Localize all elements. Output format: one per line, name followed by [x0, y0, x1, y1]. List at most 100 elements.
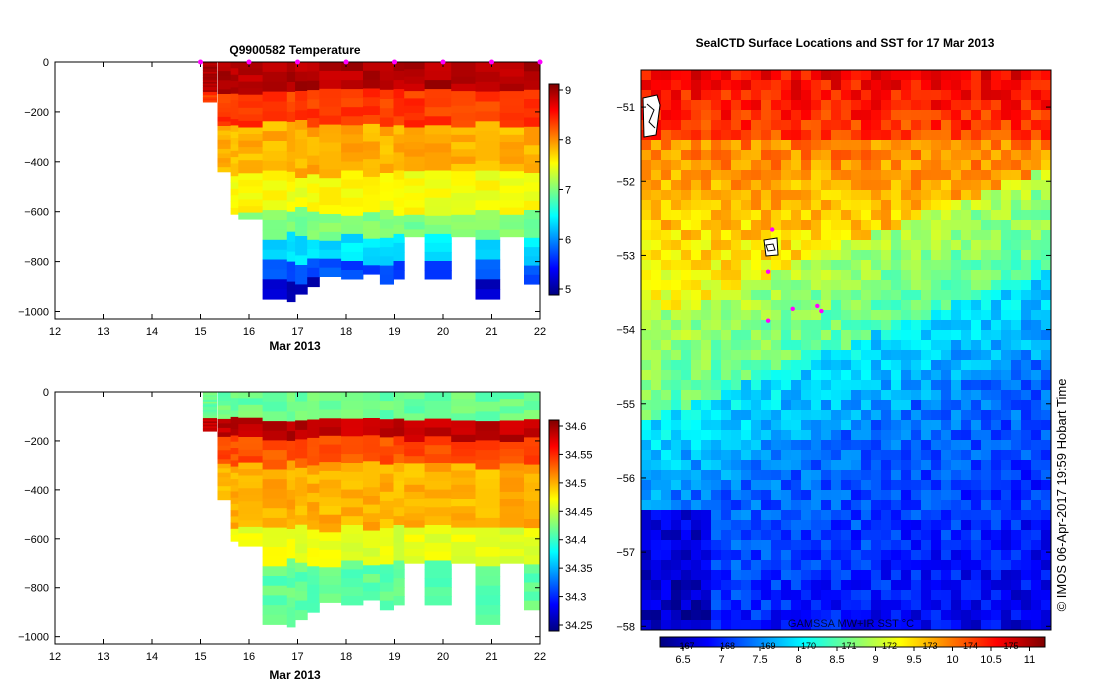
section-cell: [524, 182, 540, 193]
section-cell: [499, 556, 525, 564]
sst-cell: [981, 200, 992, 211]
sst-cell: [1041, 390, 1051, 401]
sst-cell: [841, 80, 852, 91]
sst-cell: [711, 570, 722, 581]
sst-cell: [841, 250, 852, 261]
sst-cell: [981, 290, 992, 301]
section-cell: [341, 242, 364, 253]
sst-cell: [841, 130, 852, 141]
section-cell: [475, 430, 501, 441]
sst-cell: [711, 370, 722, 381]
sst-cell: [841, 240, 852, 251]
section-cell: [319, 62, 342, 72]
sst-cell: [891, 210, 902, 221]
sst-cell: [991, 590, 1002, 601]
sst-cell: [891, 450, 902, 461]
sst-cell: [811, 410, 822, 421]
sst-cell: [751, 260, 762, 271]
section-cell: [393, 507, 405, 517]
sst-cell: [871, 500, 882, 511]
sst-cell: [731, 560, 742, 571]
sst-cell: [711, 520, 722, 531]
sst-cell: [971, 230, 982, 241]
sst-cell: [841, 370, 852, 381]
sst-cell: [971, 510, 982, 521]
section-cell: [217, 450, 232, 456]
sst-cell: [991, 120, 1002, 131]
sst-cell: [881, 310, 892, 321]
sst-cell: [1011, 250, 1022, 261]
sst-cell: [821, 260, 832, 271]
sst-cell: [931, 340, 942, 351]
section-cell: [393, 206, 405, 217]
sst-cell: [1011, 100, 1022, 111]
section-cell: [379, 573, 394, 584]
sst-cell: [661, 370, 672, 381]
sst-cell: [981, 620, 992, 630]
section-cell: [379, 117, 394, 128]
section-cell: [202, 83, 217, 86]
section-cell: [393, 533, 405, 544]
sst-cell: [731, 350, 742, 361]
sst-cell: [831, 570, 842, 581]
sst-cell: [871, 380, 882, 391]
sst-cell: [711, 470, 722, 481]
sst-cell: [841, 340, 852, 351]
sst-cell: [1021, 490, 1032, 501]
sst-cell: [771, 170, 782, 181]
sst-cell: [741, 420, 752, 431]
sst-cell: [641, 430, 652, 441]
salinity-panel: 0−200−400−600−800−1000 12 13 14 15 16 17 18 19 2…: [18, 387, 592, 682]
sst-cell: [801, 520, 812, 531]
sst-cell: [801, 600, 812, 611]
sst-cell: [971, 160, 982, 171]
section-cell: [363, 229, 381, 240]
sst-cell: [701, 560, 712, 571]
sst-cell: [781, 120, 792, 131]
section-cell: [379, 491, 394, 502]
sst-cell: [771, 570, 782, 581]
sst-cell: [1011, 600, 1022, 611]
sst-cell: [981, 300, 992, 311]
sst-cell: [971, 560, 982, 571]
sst-cell: [821, 190, 832, 201]
sst-cell: [981, 520, 992, 531]
sst-cell: [941, 260, 952, 271]
sst-cell: [891, 300, 902, 311]
sst-cell: [881, 450, 892, 461]
section-cell: [230, 510, 239, 517]
sst-cell: [1041, 570, 1051, 581]
sst-cell: [791, 300, 802, 311]
sst-cell: [731, 530, 742, 541]
section-cell: [307, 99, 320, 110]
section-cell: [307, 419, 320, 430]
sst-cell: [811, 90, 822, 101]
sst-cell: [961, 620, 972, 630]
sst-cell: [751, 510, 762, 521]
section-cell: [393, 242, 405, 253]
sst-cell: [811, 420, 822, 431]
section-cell: [238, 81, 264, 89]
sst-cell: [1041, 190, 1051, 201]
sst-colorbar-tick-label: 9.5: [906, 654, 921, 666]
sst-cell: [971, 420, 982, 431]
sst-cell: [961, 440, 972, 451]
sst-cell: [681, 590, 692, 601]
sst-cell: [911, 540, 922, 551]
sst-cell: [981, 250, 992, 261]
section-cell: [262, 131, 288, 142]
sst-cell: [871, 550, 882, 561]
sst-cell: [961, 190, 972, 201]
sst-cell: [691, 90, 702, 101]
sst-cell: [731, 330, 742, 341]
sst-cell: [971, 360, 982, 371]
sst-cell: [781, 80, 792, 91]
sst-cell: [671, 460, 682, 471]
sst-cell: [911, 450, 922, 461]
section-cell: [451, 406, 476, 414]
sst-cell: [931, 320, 942, 331]
section-cell: [295, 255, 308, 266]
sst-cell: [701, 460, 712, 471]
sst-cell: [1001, 140, 1012, 151]
section-cell: [379, 446, 394, 456]
